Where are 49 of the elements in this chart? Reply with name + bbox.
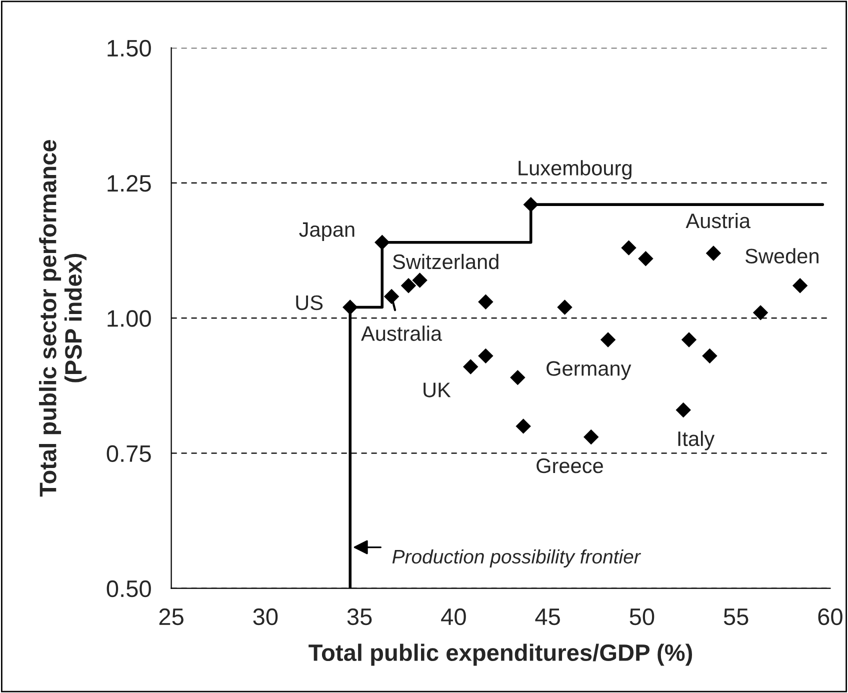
- point: [516, 418, 531, 434]
- annotation: Germany: [546, 361, 632, 380]
- point: [676, 402, 691, 418]
- x-tick-label: 60: [818, 608, 842, 626]
- point: [752, 305, 768, 320]
- point: [463, 359, 478, 374]
- annotation: UK: [424, 382, 451, 398]
- annotation: Production possibility frontier: [392, 549, 642, 568]
- point: [621, 240, 636, 256]
- annotation: Sweden: [745, 248, 818, 264]
- x-tick-label: 50: [630, 608, 654, 626]
- y-tick-label: 1.50: [108, 40, 151, 57]
- annotation: Austria: [686, 212, 751, 228]
- annotation: Japan: [299, 222, 354, 242]
- point: [792, 278, 808, 294]
- point: [702, 348, 718, 364]
- x-tick-label: 55: [724, 608, 748, 626]
- point: [374, 234, 390, 250]
- point: [706, 246, 722, 261]
- x-tick-label: 30: [253, 608, 278, 626]
- x-axis-title: Total public expenditures/GDP (%): [308, 644, 692, 666]
- point: [523, 196, 538, 212]
- point: [478, 294, 494, 310]
- annotation: Switzerland: [392, 254, 498, 270]
- point: [478, 348, 494, 364]
- point: [412, 272, 428, 288]
- point: [600, 332, 616, 348]
- annotation: Australia: [361, 326, 442, 341]
- annotation: Luxembourg: [518, 160, 632, 180]
- x-tick-label: 40: [441, 608, 466, 626]
- y-tick-label: 0.75: [106, 445, 151, 462]
- y-tick-label: 1.00: [108, 310, 151, 327]
- annotation: US: [296, 295, 323, 310]
- point: [400, 278, 416, 294]
- annotation: Italy: [678, 430, 715, 450]
- point: [557, 300, 572, 315]
- y-tick-label: 0.50: [106, 580, 151, 598]
- x-tick-label: 35: [347, 608, 372, 626]
- point: [384, 288, 400, 304]
- point: [681, 332, 697, 348]
- point: [342, 300, 358, 315]
- point: [510, 370, 526, 386]
- y-axis-title: Total public sector performance (PSP index): [39, 140, 86, 497]
- annotation: Greece: [536, 458, 603, 474]
- point: [584, 429, 599, 445]
- y-tick-label: 1.25: [108, 175, 151, 192]
- x-tick-label: 45: [535, 608, 560, 626]
- point: [638, 251, 654, 266]
- x-tick-label: 25: [159, 608, 184, 626]
